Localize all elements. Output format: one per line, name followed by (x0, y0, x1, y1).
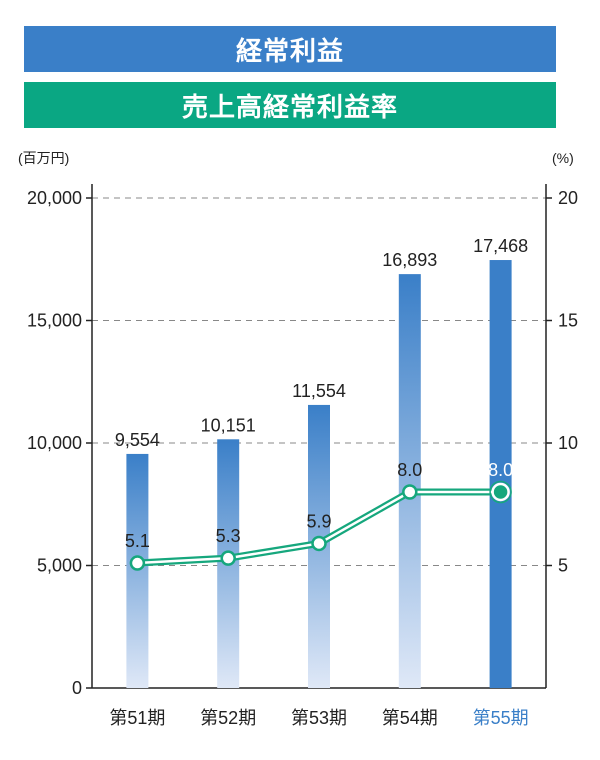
ratio-value-label: 8.0 (488, 460, 513, 480)
x-tick-label: 第53期 (291, 708, 347, 728)
ratio-point-2 (220, 550, 236, 566)
x-tick-label: 第55期 (473, 708, 529, 728)
bar-value-label: 10,151 (201, 415, 256, 435)
left-tick-label: 0 (72, 678, 82, 698)
legend-ratio-banner: 売上高経常利益率 (24, 82, 556, 128)
left-tick-label: 15,000 (27, 311, 82, 331)
bar-1 (126, 453, 149, 688)
ratio-value-label: 5.1 (125, 531, 150, 551)
right-tick-label: 15 (558, 311, 578, 331)
left-tick-label: 10,000 (27, 433, 82, 453)
right-axis-unit: (%) (552, 150, 574, 166)
bar-value-label: 17,468 (473, 236, 528, 256)
bar-value-label: 9,554 (115, 430, 160, 450)
x-tick-label: 第51期 (109, 708, 165, 728)
ratio-value-label: 8.0 (397, 460, 422, 480)
ratio-point-1 (129, 555, 146, 571)
ratio-point-3 (311, 535, 327, 552)
bar-value-label: 16,893 (382, 250, 437, 270)
left-tick-label: 5,000 (37, 556, 82, 576)
right-tick-label: 5 (558, 556, 568, 576)
right-tick-label: 10 (558, 433, 578, 453)
ratio-value-label: 5.9 (306, 511, 331, 531)
left-tick-label: 20,000 (27, 188, 82, 208)
ratio-point-ring (489, 480, 512, 504)
legend-profit-banner: 経常利益 (24, 26, 556, 72)
ratio-point-4 (402, 484, 418, 500)
ratio-value-label: 5.3 (216, 526, 241, 546)
left-axis-unit: (百万円) (18, 150, 69, 166)
bar-value-label: 11,554 (292, 381, 346, 401)
x-tick-label: 第52期 (200, 708, 256, 728)
bar-5 (489, 260, 512, 688)
bar-4 (398, 274, 421, 688)
ratio-point-5 (491, 482, 510, 502)
x-tick-label: 第54期 (382, 708, 438, 728)
right-tick-label: 20 (558, 188, 578, 208)
